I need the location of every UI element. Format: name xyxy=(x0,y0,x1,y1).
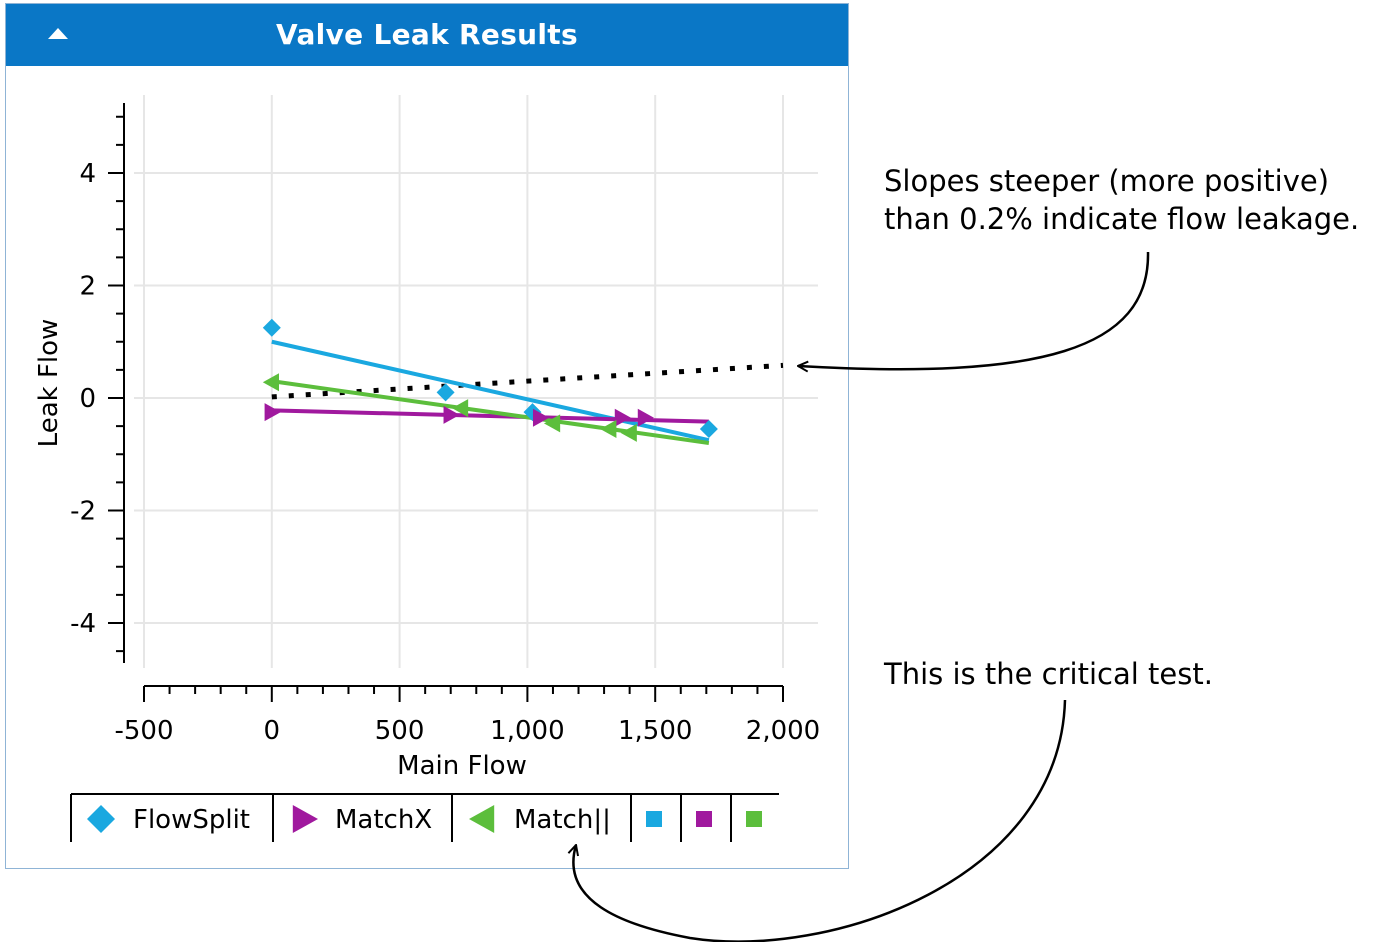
legend-swatch-5-icon xyxy=(746,811,762,827)
legend-matchx-icon xyxy=(292,805,318,833)
x-tick-label: 1,000 xyxy=(490,716,564,746)
match-data-point xyxy=(262,373,279,392)
flowsplit-data-point xyxy=(436,383,455,402)
x-tick-label: 0 xyxy=(264,716,281,746)
slope-note-line1: Slopes steeper (more positive) xyxy=(884,164,1330,198)
legend-matchx-label: MatchX xyxy=(335,805,432,835)
triangle-up-icon[interactable] xyxy=(48,28,68,39)
legend-match-icon xyxy=(469,805,495,833)
legend-swatch-3-icon xyxy=(646,811,662,827)
x-tick-label: 1,500 xyxy=(618,716,692,746)
match-data-point xyxy=(620,423,637,442)
slope-note-line2: than 0.2% indicate flow leakage. xyxy=(884,202,1360,236)
matchx-data-point xyxy=(637,408,654,427)
flowsplit-data-point xyxy=(262,318,281,337)
x-tick-label: -500 xyxy=(114,716,173,746)
slope-callout-arrow xyxy=(798,251,1150,369)
match-data-point xyxy=(543,414,561,433)
flowsplit-data-point xyxy=(699,419,718,438)
panel-title: Valve Leak Results xyxy=(276,18,578,51)
slope-note: Slopes steeper (more positive) than 0.2%… xyxy=(884,162,1359,238)
flowsplit-fit-line xyxy=(271,339,710,443)
y-tick-label: -2 xyxy=(70,497,96,527)
legend-match-label: Match|| xyxy=(514,805,611,835)
y-axis-title: Leak Flow xyxy=(34,319,64,448)
matchx-data-point xyxy=(532,408,550,427)
x-axis-title: Main Flow xyxy=(397,751,527,781)
x-tick-label: 500 xyxy=(375,716,425,746)
matchx-data-point xyxy=(614,408,631,427)
matchx-data-point xyxy=(443,405,460,424)
critical-callout-arrow xyxy=(573,699,1067,942)
panel-header: Valve Leak Results xyxy=(6,4,848,66)
legend-flowsplit-icon xyxy=(87,805,115,833)
matchx-fit-line xyxy=(271,408,709,424)
critical-note: This is the critical test. xyxy=(884,657,1213,691)
matchx-data-point xyxy=(264,403,281,422)
y-tick-label: 2 xyxy=(79,272,96,302)
match-data-point xyxy=(451,399,469,418)
x-tick-label: 2,000 xyxy=(746,716,820,746)
y-tick-label: -4 xyxy=(70,609,96,639)
match-data-point xyxy=(600,419,617,438)
y-tick-label: 0 xyxy=(79,384,96,414)
legend-flowsplit-label: FlowSplit xyxy=(133,805,250,835)
y-tick-label: 4 xyxy=(79,159,96,189)
legend-swatch-4-icon xyxy=(696,811,712,827)
